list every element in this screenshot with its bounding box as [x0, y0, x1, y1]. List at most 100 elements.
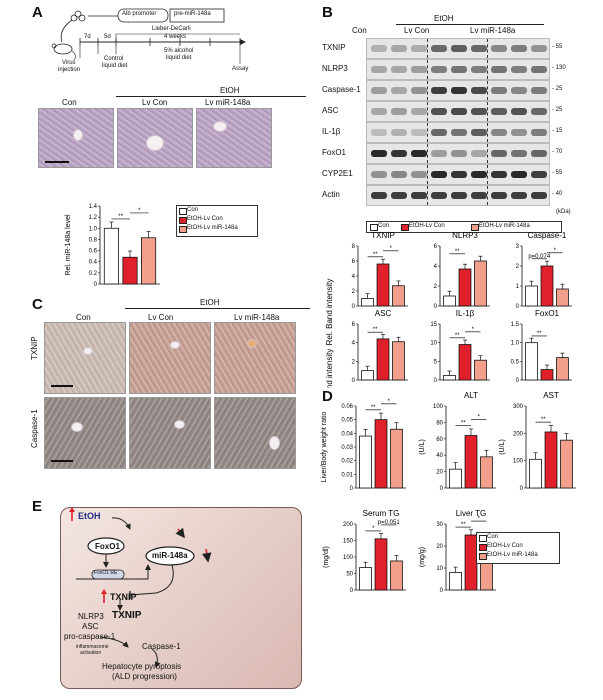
c-row-caspase1: Caspase-1 — [30, 409, 39, 448]
e-outcome2: (ALD progression) — [112, 672, 177, 681]
bar-EtOH-Lv miR-148a — [390, 428, 403, 489]
blot-band — [451, 108, 467, 115]
blot-band — [471, 171, 487, 178]
injection-label: injection — [58, 67, 81, 73]
blot-band — [471, 45, 487, 52]
blot-label-0: TXNIP — [322, 43, 346, 52]
blot-band — [491, 150, 507, 157]
y-axis-label: Rel. miR-148a level — [65, 214, 72, 276]
blot-band — [491, 192, 507, 199]
blot-band — [451, 150, 467, 157]
blot-strip-5 — [366, 143, 550, 164]
virus-icon — [70, 10, 86, 22]
y-tick-label: 6 — [352, 322, 356, 328]
lane-divider — [427, 39, 428, 58]
blot-band — [491, 66, 507, 73]
blot-strip-6 — [366, 164, 550, 185]
y-axis-label: (U/L) — [419, 439, 426, 455]
blot-band — [411, 66, 427, 73]
sig-label: * — [478, 415, 481, 421]
pathway-arrows — [69, 507, 212, 668]
y-tick-label: 1.0 — [89, 226, 98, 232]
blot-band — [531, 150, 547, 157]
bar-EtOH-Lv Con — [374, 419, 388, 489]
y-tick-label: 0 — [94, 282, 98, 288]
bar-Con — [525, 285, 538, 307]
blot-band — [451, 171, 467, 178]
he-micrograph-lvcon — [117, 108, 193, 168]
blot-label-1: NLRP3 — [322, 64, 348, 73]
chart-title: Liver TG — [456, 509, 487, 518]
y-tick-label: 0.5 — [511, 359, 520, 365]
chart-title: TXNIP — [371, 232, 395, 240]
blot-band — [491, 87, 507, 94]
b-ylabel-bottom: Rel. Band intensity — [325, 349, 334, 388]
bar-EtOH-Lv Con — [464, 435, 478, 489]
c-lvmir-label: Lv miR-148a — [234, 313, 280, 322]
blot-band — [371, 87, 387, 94]
e-caspase1: Caspase-1 — [142, 642, 181, 651]
y-tick-label: 10 — [430, 341, 437, 347]
construct-label: pre-miR-148a — [174, 11, 211, 17]
y-axis-label: (mg/dl) — [323, 546, 330, 568]
panel-label-e: E — [32, 498, 43, 515]
he-micrograph-con — [38, 108, 114, 168]
blot-band — [511, 45, 527, 52]
bar-EtOH-Lv Con — [122, 256, 138, 285]
y-tick-label: 4 — [352, 274, 356, 280]
bar-EtOH-Lv miR-148a — [390, 560, 403, 591]
he-micrograph-lvmir — [196, 108, 272, 168]
blot-band — [371, 66, 387, 73]
bar-Con — [443, 295, 456, 307]
band-intensity-charts: Rel. Band intensity Rel. Band intensity … — [325, 232, 572, 388]
sig-label: ** — [373, 252, 378, 258]
lane-divider — [487, 39, 488, 58]
blot-strip-3 — [366, 101, 550, 122]
a-lvmir-label: Lv miR-148a — [205, 98, 251, 107]
blot-strip-0 — [366, 38, 550, 59]
b-etoh-line — [396, 24, 544, 25]
blot-band — [531, 66, 547, 73]
sig-label: p=0.051 — [378, 520, 401, 526]
sig-label: ** — [537, 331, 542, 337]
control-diet-label: liquid diet — [102, 63, 128, 69]
scale-bar-c1 — [51, 385, 73, 387]
blot-band — [531, 87, 547, 94]
ihc-txnip-lvcon — [129, 322, 211, 394]
blot-band — [511, 87, 527, 94]
blot-strip-7 — [366, 185, 550, 206]
lane-divider — [427, 123, 428, 142]
blot-mw-5: - 70 — [552, 149, 563, 155]
blot-mw-6: - 55 — [552, 170, 563, 176]
c-etoh-line — [125, 308, 310, 309]
c-con-label: Con — [76, 313, 91, 322]
blot-band — [391, 192, 407, 199]
lane-divider — [487, 81, 488, 100]
blot-band — [471, 66, 487, 73]
scale-bar-c2 — [51, 460, 73, 462]
lane-divider — [487, 123, 488, 142]
legend-b-swatch-con — [370, 224, 378, 231]
assay-label: Assay — [232, 66, 249, 72]
legend-d-label-lvmir: EtOH-Lv miR-148a — [487, 552, 538, 558]
bar-Con — [449, 571, 462, 591]
bar-EtOH-Lv Con — [540, 265, 554, 307]
y-tick-label: 100 — [343, 555, 354, 561]
y-tick-label: 0 — [520, 486, 524, 492]
y-tick-label: 0 — [516, 378, 520, 384]
chart-7: 0 0.01 0.02 0.03 0.04 0.05 0.06 Liver/Body weig… — [321, 399, 406, 492]
bar-Con — [443, 375, 456, 381]
legend-d-swatch-lvcon — [479, 544, 487, 551]
y-tick-label: 10 — [436, 566, 443, 572]
legend-swatch-lvmir — [179, 226, 187, 233]
blot-band — [471, 87, 487, 94]
bar-EtOH-Lv Con — [540, 369, 554, 381]
bar-Con — [103, 227, 119, 285]
sig-label: ** — [371, 405, 376, 411]
blot-band — [451, 87, 467, 94]
bar-EtOH-Lv Con — [376, 338, 390, 381]
control-label: Control — [104, 56, 124, 62]
a-con-label: Con — [62, 98, 77, 107]
